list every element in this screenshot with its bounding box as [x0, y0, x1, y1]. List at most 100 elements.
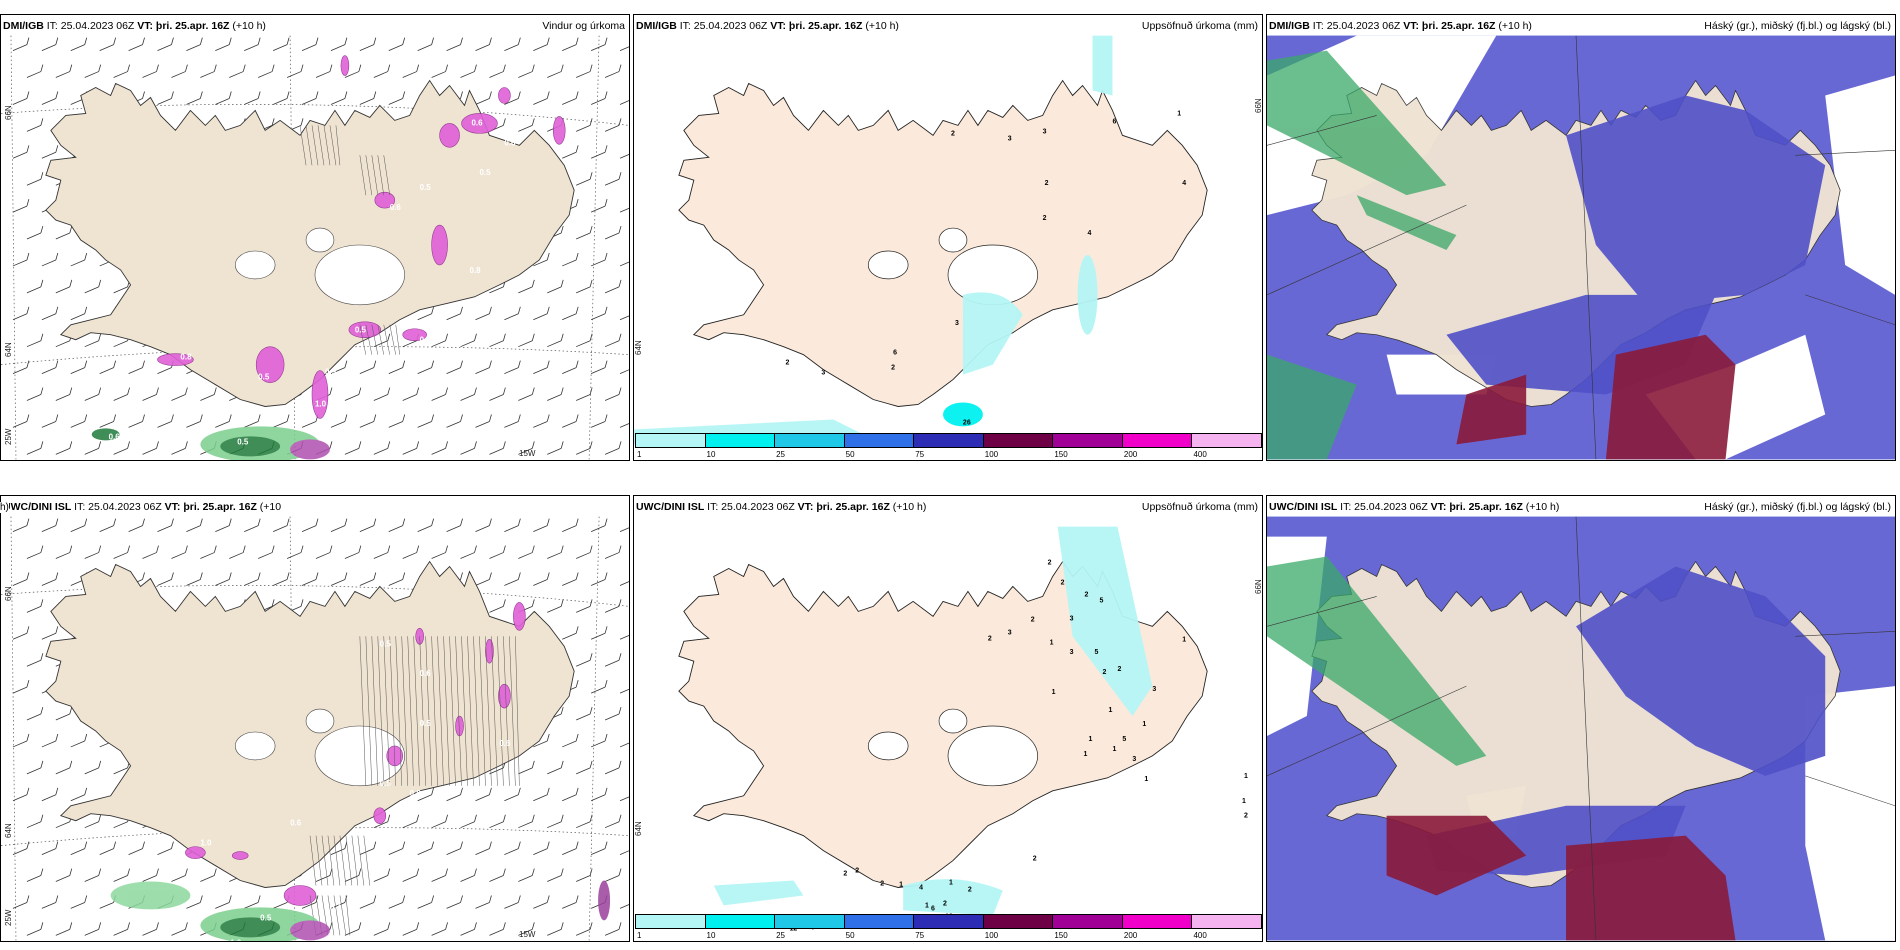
valid-time: VT: þri. 25.apr. 16Z	[137, 20, 230, 32]
colorbar-swatch	[774, 914, 845, 929]
precip-areas	[713, 526, 1153, 916]
precip-value-label: 0.9	[325, 368, 337, 377]
panel-header-left: DMI/IGB IT: 25.04.2023 06Z VT: þri. 25.a…	[636, 20, 899, 32]
precip-value-label: 0.6	[410, 789, 422, 798]
glaciers	[867, 227, 1039, 306]
valid-time: VT: þri. 25.apr. 16Z	[1430, 501, 1523, 513]
precip-amount-label: 3	[955, 320, 959, 327]
lead-time: (+10 h)	[1522, 501, 1560, 513]
lead-time: (+10 h)	[1495, 20, 1532, 32]
init-time: IT: 25.04.2023 06Z	[676, 20, 771, 32]
colorbar-label: 1	[637, 450, 642, 459]
colorbar-swatch	[704, 433, 776, 448]
precip-amount-label: 2	[1103, 669, 1107, 676]
precip-value-label: 0.4	[330, 903, 342, 912]
precip-amount-label: 1	[1242, 798, 1246, 805]
colorbar-label: 25	[776, 931, 786, 940]
precip-value-label: 0.5	[380, 779, 392, 788]
colorbar-swatch	[1121, 914, 1193, 929]
hatch-regions	[309, 636, 520, 936]
colorbar-label: 200	[1123, 931, 1138, 940]
precip-amount-label: 1	[1084, 751, 1088, 758]
colorbar-label: 10	[706, 931, 716, 940]
lat-label: 66N	[1254, 579, 1263, 594]
valid-time: VT: þri. 25.apr. 16Z	[770, 20, 863, 32]
panel-header-left: DMI/IGB IT: 25.04.2023 06Z VT: þri. 25.a…	[3, 20, 266, 32]
colorbar-swatch	[843, 433, 915, 448]
glaciers	[234, 227, 406, 306]
precip-value-label: 0.6	[290, 819, 302, 828]
colorbar-swatch	[1052, 914, 1123, 929]
panel-uwc-accum: UWC/DINI ISL IT: 25.04.2023 06Z VT: þri.…	[633, 495, 1263, 942]
sea-precip	[110, 880, 611, 941]
colorbar-label: 50	[845, 450, 855, 459]
precip-amount-label: 3	[1152, 686, 1156, 693]
panel-title: Uppsöfnuð úrkoma (mm)	[1141, 501, 1258, 513]
colorbar-swatch	[1052, 433, 1123, 448]
colorbar-swatch	[774, 433, 845, 448]
colorbar-swatch	[635, 433, 706, 448]
colorbar-label: 50	[845, 931, 855, 940]
precip-amount-label: 26	[963, 419, 971, 426]
projection-lines	[1267, 516, 1895, 941]
precip-amount-label: 6	[893, 350, 897, 357]
lat-label: 64N	[4, 342, 13, 357]
colorbar-swatch	[635, 914, 706, 929]
precip-amount-label: 5	[1100, 597, 1104, 604]
colorbar-swatch	[704, 914, 776, 929]
precip-value-label: 0.5	[479, 168, 491, 177]
precip-amount-label: 3	[1043, 128, 1047, 135]
cloud-high-green	[1267, 556, 1487, 766]
init-time: IT: 25.04.2023 06Z	[1309, 20, 1404, 32]
precip-amount-label: 2	[855, 868, 859, 875]
map-canvas: 2225323213522133511111111122222141226121…	[678, 526, 1248, 932]
precip-value-label: 0.5	[260, 913, 272, 922]
lon-label: 25W	[4, 909, 13, 926]
panel-header-left: DMI/IGB IT: 25.04.2023 06Z VT: þri. 25.a…	[1269, 20, 1532, 32]
precip-amount-label: 6	[1112, 118, 1116, 125]
panel-header-left: UWC/DINI ISL IT: 25.04.2023 06Z VT: þri.…	[1269, 501, 1559, 513]
precip-amount-label: 1	[1244, 773, 1248, 780]
precip-amount-label: 2	[1244, 813, 1248, 820]
model-name: UWC/DINI ISL	[3, 501, 72, 513]
colorbar-label: 200	[1123, 450, 1138, 459]
panel-header-left: UWC/DINI ISL IT: 25.04.2023 06Z VT: þri.…	[636, 501, 926, 513]
precip-amount-label: 4	[1182, 180, 1186, 187]
precip-amount-label: 6	[931, 905, 935, 912]
colorbar-label: 150	[1054, 450, 1068, 459]
colorbar-swatch	[843, 914, 915, 929]
precip-amount-label: 2	[968, 886, 972, 893]
precip-amount-label: 3	[1132, 756, 1136, 763]
precip-amount-label: 2	[1061, 579, 1065, 586]
precip-amount-label: 3	[1070, 649, 1074, 656]
precip-areas	[157, 55, 566, 419]
colorbar-swatch	[982, 433, 1054, 448]
precip-amount-label: 1	[1112, 746, 1116, 753]
precip-amount-label: 1	[1089, 736, 1093, 743]
map-canvas: 2 3 3 6 1 4 2 2 4 3 6 2 2 3 26	[634, 35, 1208, 445]
precip-amount-label: 4	[919, 884, 923, 891]
panel-title: Háský (gr.), miðský (fj.bl.) og lágský (…	[1704, 20, 1891, 32]
model-name: DMI/IGB	[636, 20, 677, 32]
lon-label: 15W	[519, 930, 536, 939]
panel-header-left: UWC/DINI ISL IT: 25.04.2023 06Z VT: þri.…	[3, 501, 281, 513]
precip-amount-label: 2	[1031, 616, 1035, 623]
precip-amount-label: 1	[1182, 636, 1186, 643]
precip-amount-label: 2	[988, 635, 992, 642]
precip-amount-label: 1	[1144, 776, 1148, 783]
glaciers	[867, 708, 1039, 787]
model-name: UWC/DINI ISL	[1269, 501, 1338, 513]
panel-header: UWC/DINI ISL IT: 25.04.2023 06Z VT: þri.…	[1, 496, 629, 516]
panel-dmi-wind: DMI/IGB IT: 25.04.2023 06Z VT: þri. 25.a…	[0, 14, 630, 461]
precip-amount-label: 2	[1048, 560, 1052, 567]
panel-title: Háský (gr.), miðský (fj.bl.) og lágský (…	[1704, 501, 1891, 513]
sea-precip	[91, 426, 330, 460]
precip-amount-label: 1	[1050, 639, 1054, 646]
precip-amount-label: 3	[1008, 629, 1012, 636]
colorbar-label: 400	[1193, 931, 1207, 940]
precip-amount-label: 5	[1122, 736, 1126, 743]
precip-value-label: 0.6	[420, 669, 432, 678]
lat-label: 64N	[634, 340, 643, 355]
precip-amount-label: 1	[1108, 707, 1112, 714]
precip-amount-label: 2	[786, 360, 790, 367]
